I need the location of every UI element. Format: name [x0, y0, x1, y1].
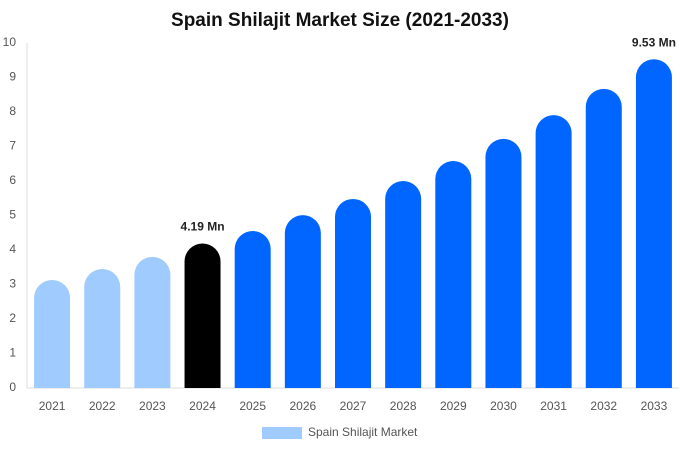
x-tick-label: 2021	[39, 399, 66, 413]
bar	[234, 231, 271, 388]
y-tick-label: 0	[9, 380, 16, 394]
y-tick-label: 3	[9, 277, 16, 291]
bar	[385, 181, 422, 388]
legend-label: Spain Shilajit Market	[308, 425, 418, 439]
y-tick-label: 4	[9, 242, 16, 256]
value-label: 4.19 Mn	[181, 220, 225, 234]
y-tick-label: 6	[9, 173, 16, 187]
bar	[635, 59, 672, 388]
x-tick-label: 2024	[189, 399, 216, 413]
y-tick-label: 1	[9, 346, 16, 360]
value-label: 9.53 Mn	[632, 35, 676, 49]
bar	[84, 268, 121, 388]
bar	[335, 198, 371, 388]
y-tick-label: 5	[9, 208, 16, 222]
y-tick-label: 7	[9, 139, 16, 153]
bar	[34, 280, 71, 388]
bar	[585, 88, 622, 388]
x-tick-label: 2030	[490, 399, 517, 413]
chart-title: Spain Shilajit Market Size (2021-2033)	[171, 10, 509, 31]
y-tick-label: 9	[9, 70, 16, 84]
legend-swatch	[262, 427, 302, 439]
x-tick-label: 2032	[590, 399, 617, 413]
bar	[435, 160, 472, 388]
bar	[134, 256, 171, 388]
bar	[485, 138, 522, 388]
y-tick-label: 2	[9, 311, 16, 325]
x-tick-label: 2029	[440, 399, 467, 413]
x-tick-label: 2022	[89, 399, 116, 413]
x-tick-label: 2025	[239, 399, 266, 413]
bar	[184, 243, 221, 388]
y-tick-label: 10	[3, 35, 17, 49]
x-tick-label: 2031	[540, 399, 567, 413]
x-tick-label: 2023	[139, 399, 166, 413]
x-tick-label: 2033	[641, 399, 668, 413]
bar	[535, 115, 572, 389]
y-tick-label: 8	[9, 104, 16, 118]
bar	[284, 215, 321, 388]
x-tick-label: 2027	[340, 399, 367, 413]
x-tick-label: 2026	[289, 399, 316, 413]
x-tick-label: 2028	[390, 399, 417, 413]
